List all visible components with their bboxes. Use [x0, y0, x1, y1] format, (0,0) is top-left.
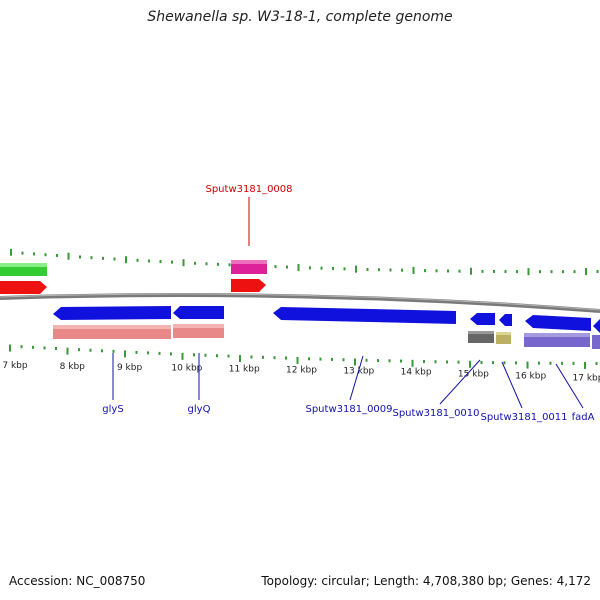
reverse-gene-fadA-highlight	[524, 333, 590, 337]
reverse-cds-glyS-arrow[interactable]	[53, 306, 171, 320]
reverse-cds-sputw0010-arrow[interactable]	[470, 313, 495, 325]
leader-line-sputw0010	[439, 359, 481, 405]
inner-tick-marks	[9, 344, 598, 369]
leader-line-sputw0011	[501, 361, 523, 409]
scale-label: 11 kbp	[229, 365, 260, 375]
genome-summary-text: Topology: circular; Length: 4,708,380 bp…	[261, 574, 591, 588]
leader-line-fadA	[555, 363, 584, 409]
reverse-cds-sputw0011-arrow[interactable]	[499, 314, 512, 326]
scale-label: 12 kbp	[286, 366, 317, 376]
gene-label-glyS[interactable]: glyS	[102, 404, 123, 415]
scale-label: 14 kbp	[401, 367, 432, 377]
leader-line-sputw0009	[349, 355, 364, 401]
gene-label-sputw0009[interactable]: Sputw3181_0009	[305, 404, 392, 415]
scale-label: 17 kbp	[573, 374, 600, 384]
reverse-gene-sputw0011-highlight	[496, 332, 511, 335]
reverse-cds-sputw0009-arrow[interactable]	[273, 307, 456, 324]
scale-label: 16 kbp	[515, 372, 546, 382]
page-title: Shewanella sp. W3-18-1, complete genome	[147, 9, 453, 25]
gene-label-glyQ[interactable]: glyQ	[188, 404, 211, 415]
reverse-gene-glyQ-highlight	[173, 324, 224, 328]
scale-label: 7 kbp	[2, 361, 28, 371]
scale-label: 8 kbp	[60, 362, 86, 372]
reverse-cds-fadA-arrow[interactable]	[525, 315, 591, 331]
genome-backbone-highlight	[0, 293, 600, 311]
reverse-gene-sputw0010-highlight	[468, 331, 494, 334]
trna-feature-highlight	[231, 260, 267, 264]
reverse-cds-partial-arrow[interactable]	[593, 319, 600, 333]
reverse-gene-glyS-highlight	[53, 325, 171, 329]
forward-cds-arrow[interactable]	[0, 281, 47, 294]
gene-label-fadA[interactable]: fadA	[572, 412, 595, 423]
scale-label: 10 kbp	[171, 364, 202, 374]
forward-gene-highlight	[0, 263, 47, 267]
gene-label-sputw0010[interactable]: Sputw3181_0010	[392, 408, 479, 419]
scale-label: 15 kbp	[458, 369, 489, 379]
forward-cds-arrow[interactable]	[231, 279, 266, 292]
reverse-gene-partial[interactable]	[592, 335, 600, 349]
gene-label-sputw0011[interactable]: Sputw3181_0011	[480, 412, 567, 423]
outer-tick-marks	[10, 248, 599, 276]
reverse-cds-glyQ-arrow[interactable]	[173, 306, 224, 319]
accession-text: Accession: NC_008750	[9, 574, 146, 588]
scale-label: 9 kbp	[117, 363, 143, 373]
gene-label-sputw0008[interactable]: Sputw3181_0008	[205, 184, 292, 195]
genome-backbone	[0, 292, 600, 313]
